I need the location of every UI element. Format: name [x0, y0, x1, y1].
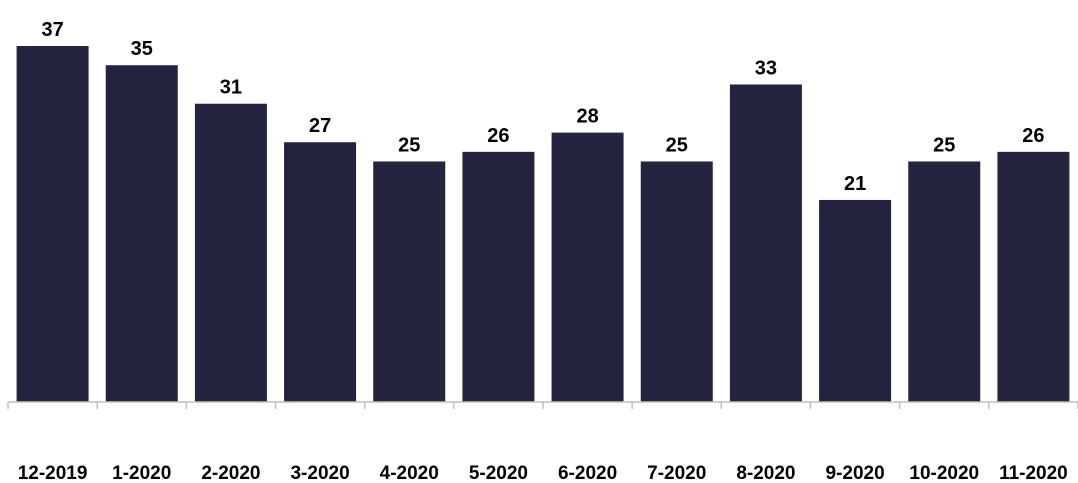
x-tick-label-5-2020: 5-2020	[469, 463, 528, 483]
x-ticks-group	[7, 402, 1078, 409]
bar-6-2020	[551, 132, 624, 402]
data-labels-group: 37 35 31 27 25 26 28 25 33 21 25 26	[41, 19, 1044, 195]
bar-7-2020	[640, 161, 713, 402]
bar-12-2019	[16, 46, 89, 402]
x-tick-label-10-2020: 10-2020	[909, 463, 979, 483]
bar-11-2020	[997, 151, 1070, 402]
x-tick-label-8-2020: 8-2020	[736, 463, 795, 483]
data-label-11-2020: 26	[1022, 125, 1044, 147]
data-label-1-2020: 35	[131, 38, 153, 60]
x-tick-label-6-2020: 6-2020	[558, 463, 617, 483]
data-label-6-2020: 28	[576, 106, 598, 128]
data-label-3-2020: 27	[309, 115, 331, 137]
x-tick-label-9-2020: 9-2020	[825, 463, 884, 483]
bar-5-2020	[462, 151, 535, 402]
x-tick-label-11-2020: 11-2020	[999, 463, 1068, 483]
data-label-8-2020: 33	[755, 57, 777, 79]
bar-9-2020	[819, 199, 892, 402]
data-label-10-2020: 25	[933, 134, 955, 156]
bar-10-2020	[908, 161, 981, 402]
x-tick-label-3-2020: 3-2020	[290, 463, 349, 483]
data-label-4-2020: 25	[398, 134, 420, 156]
data-label-5-2020: 26	[487, 125, 509, 147]
data-label-2-2020: 31	[220, 77, 242, 99]
x-tick-label-12-2019: 12-2019	[18, 463, 88, 483]
bar-2-2020	[194, 103, 267, 402]
x-tick-labels-group: 12-2019 1-2020 2-2020 3-2020 4-2020 5-2020 6-2…	[18, 463, 1068, 483]
bar-3-2020	[284, 142, 357, 402]
x-tick-label-4-2020: 4-2020	[380, 463, 439, 483]
x-tick-label-2-2020: 2-2020	[201, 463, 260, 483]
data-label-9-2020: 21	[844, 173, 866, 195]
bars-group	[16, 46, 1070, 403]
bar-1-2020	[105, 65, 178, 403]
data-label-12-2019: 37	[41, 19, 63, 41]
bar-8-2020	[729, 84, 802, 403]
data-label-7-2020: 25	[666, 134, 688, 156]
x-tick-label-1-2020: 1-2020	[112, 463, 171, 483]
x-tick-label-7-2020: 7-2020	[647, 463, 706, 483]
bar-4-2020	[373, 161, 446, 402]
